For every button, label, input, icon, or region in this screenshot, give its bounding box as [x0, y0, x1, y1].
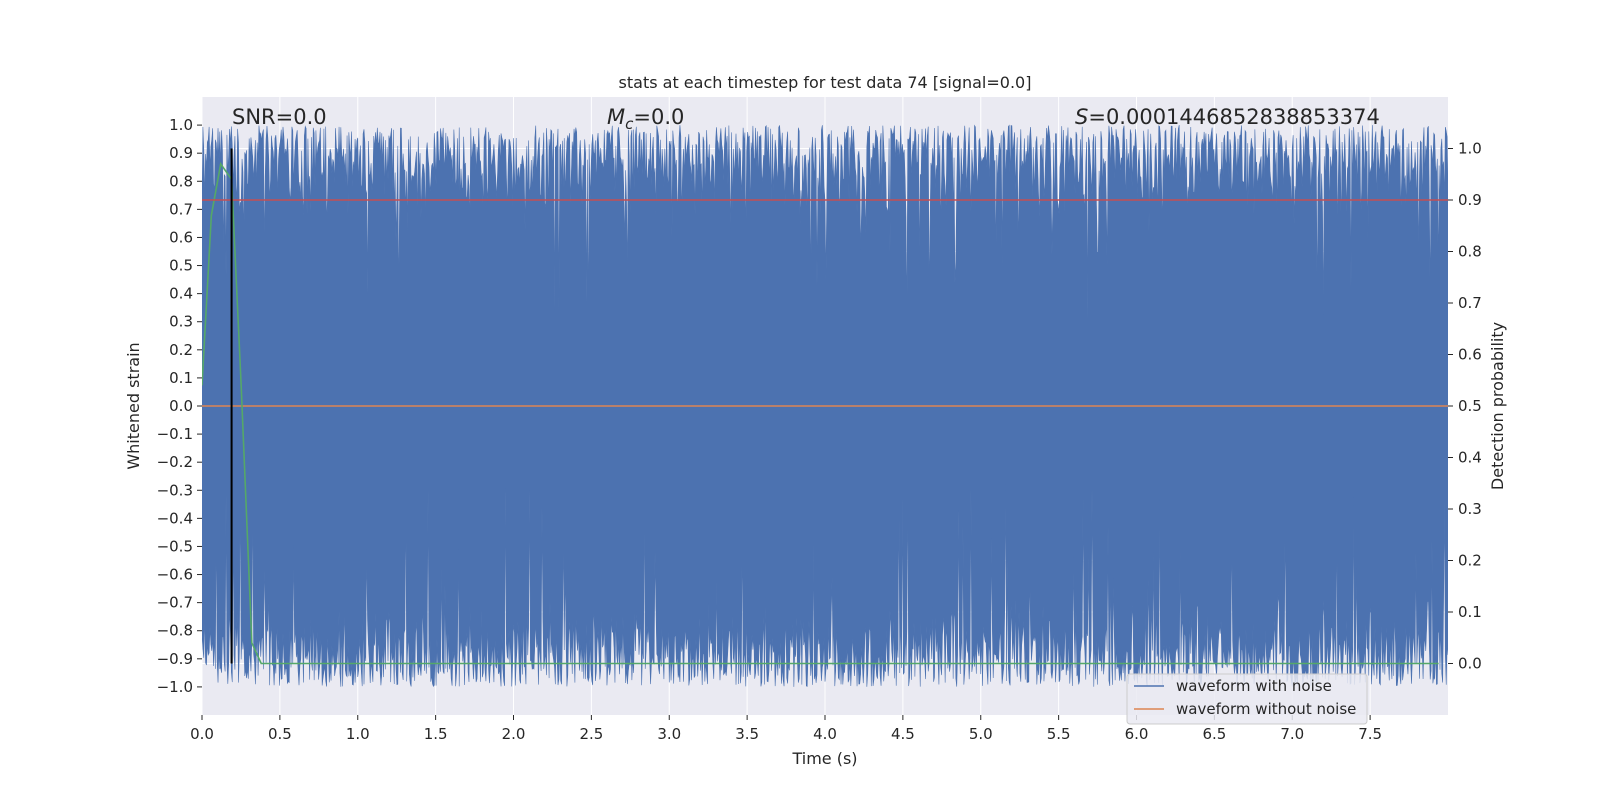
x-tick-label: 5.5 [1047, 725, 1071, 743]
y-tick-label: −0.9 [157, 650, 193, 668]
right-y-tick-label: 0.8 [1458, 243, 1482, 261]
right-y-tick-label: 0.0 [1458, 655, 1482, 673]
y-tick-label: −1.0 [157, 678, 193, 696]
y-tick-label: 0.3 [169, 313, 193, 331]
y-tick-label: −0.2 [157, 453, 193, 471]
s-value: =0.0001446852838853374 [1088, 105, 1380, 129]
right-y-tick-label: 0.9 [1458, 191, 1482, 209]
x-tick-label: 3.5 [735, 725, 759, 743]
y-tick-label: −0.8 [157, 622, 193, 640]
x-axis-label: Time (s) [791, 749, 857, 768]
series-line-2 [202, 161, 1439, 665]
y-tick-label: 1.0 [169, 116, 193, 134]
y-tick-label: 0.0 [169, 397, 193, 415]
snr-annotation: SNR=0.0 [232, 105, 327, 129]
x-tick-label: 0.5 [268, 725, 292, 743]
right-y-tick-label: 0.1 [1458, 603, 1482, 621]
y-tick-label: −0.7 [157, 594, 193, 612]
right-y-tick-labels: 1.0 0.9 0.8 0.7 0.6 0.5 0.4 0.3 0.2 0.1 0.0 [1448, 140, 1482, 673]
y-axis-label: Whitened strain [124, 342, 143, 469]
chirp-mass-symbol: M [607, 105, 625, 129]
y-tick-label: 0.5 [169, 257, 193, 275]
s-symbol: S [1075, 105, 1088, 129]
y-tick-label: −0.1 [157, 425, 193, 443]
y-tick-label: −0.3 [157, 481, 193, 499]
x-tick-label: 7.0 [1280, 725, 1304, 743]
legend-box [1126, 673, 1368, 725]
right-y-tick-label: 0.4 [1458, 449, 1482, 467]
right-y-axis-label: Detection probability [1488, 322, 1507, 490]
x-tick-label: 4.0 [813, 725, 837, 743]
y-tick-label: −0.4 [157, 509, 193, 527]
y-tick-label: 0.2 [169, 341, 193, 359]
x-tick-label: 6.5 [1202, 725, 1226, 743]
x-tick-label: 2.0 [502, 725, 526, 743]
y-tick-label: −0.6 [157, 566, 193, 584]
y-tick-label: 0.8 [169, 172, 193, 190]
s-annotation: S=0.0001446852838853374 [1075, 105, 1380, 129]
x-tick-label: 0.0 [190, 725, 214, 743]
x-tick-labels: 0.0 0.5 1.0 1.5 2.0 2.5 3.0 3.5 4.0 4.5 5.0 5.5 6.0 6… [190, 715, 1382, 743]
chirp-mass-subscript: c [625, 115, 634, 133]
right-y-tick-label: 0.5 [1458, 397, 1482, 415]
x-tick-label: 6.0 [1125, 725, 1149, 743]
y-tick-label: 0.4 [169, 285, 193, 303]
x-tick-label: 1.5 [424, 725, 448, 743]
x-tick-label: 2.5 [579, 725, 603, 743]
right-y-tick-label: 0.7 [1458, 294, 1482, 312]
chirp-mass-annotation: Mc=0.0 [607, 105, 684, 133]
x-tick-label: 3.0 [657, 725, 681, 743]
chirp-mass-value: =0.0 [633, 105, 684, 129]
right-y-tick-label: 0.2 [1458, 552, 1482, 570]
right-y-tick-label: 0.3 [1458, 500, 1482, 518]
legend-label-clean: waveform without noise [1176, 700, 1356, 718]
series-lines [202, 148, 1448, 665]
right-y-tick-label: 0.6 [1458, 346, 1482, 364]
legend-label-noise: waveform with noise [1176, 677, 1332, 695]
x-tick-label: 5.0 [969, 725, 993, 743]
x-tick-label: 4.5 [891, 725, 915, 743]
legend: waveform with noise waveform without noi… [1126, 673, 1368, 725]
y-tick-label: 0.6 [169, 228, 193, 246]
y-tick-label: 0.1 [169, 369, 193, 387]
chart-title: stats at each timestep for test data 74 … [619, 73, 1032, 92]
y-tick-label: 0.9 [169, 144, 193, 162]
x-tick-label: 7.5 [1358, 725, 1382, 743]
y-tick-label: −0.5 [157, 537, 193, 555]
x-tick-label: 1.0 [346, 725, 370, 743]
right-y-tick-label: 1.0 [1458, 140, 1482, 158]
y-tick-label: 0.7 [169, 200, 193, 218]
y-tick-labels: 1.0 0.9 0.8 0.7 0.6 0.5 0.4 0.3 0.2 0.1 0.0 −0.1 −0.… [157, 116, 202, 696]
